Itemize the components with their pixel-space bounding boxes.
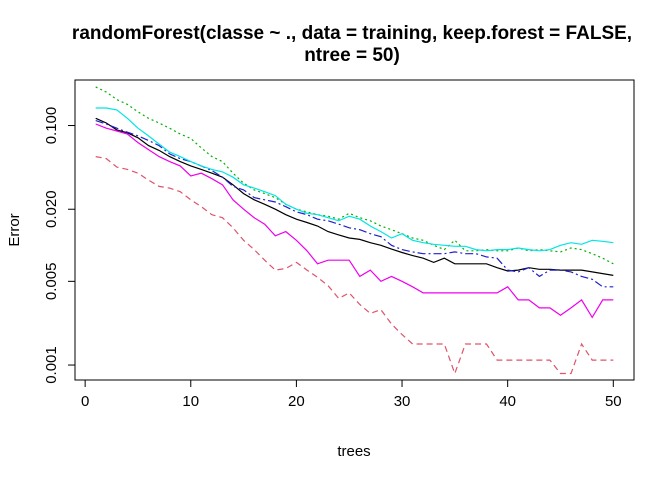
series-line-1 [95, 117, 614, 276]
series-line-4 [95, 120, 614, 288]
series-line-2 [95, 156, 614, 376]
series-line-5 [95, 107, 614, 252]
y-tick-label: 0.001 [43, 346, 60, 384]
y-axis-label: Error [6, 213, 23, 246]
x-axis-label: trees [337, 443, 370, 460]
x-axis: 0 10 20 30 40 50 [81, 379, 622, 410]
y-axis: 0.001 0.005 0.020 0.100 [43, 107, 76, 384]
y-tick-label: 0.100 [43, 107, 60, 145]
x-tick-label: 40 [499, 393, 516, 410]
x-tick-label: 20 [288, 393, 305, 410]
x-tick-label: 50 [605, 393, 622, 410]
chart-title-line-1: randomForest(classe ~ ., data = training… [72, 23, 632, 44]
x-tick-label: 0 [81, 393, 89, 410]
y-tick-label: 0.020 [43, 190, 60, 228]
series-line-3 [95, 86, 614, 265]
series-layer [95, 86, 614, 376]
chart-title-line-2: ntree = 50) [304, 45, 400, 66]
y-tick-label: 0.005 [43, 263, 60, 301]
x-tick-label: 30 [394, 393, 411, 410]
series-line-6 [95, 123, 614, 319]
x-tick-label: 10 [182, 393, 199, 410]
plot-box [74, 79, 635, 381]
